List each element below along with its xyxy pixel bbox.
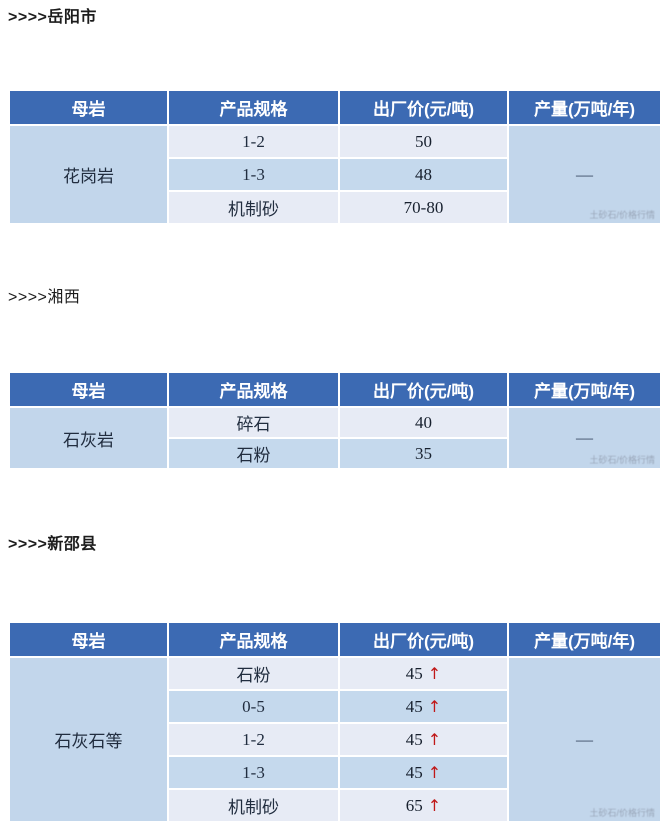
watermark: 土砂石/价格行情 — [589, 455, 655, 465]
section-heading-xiangxi: >>>>湘西 — [8, 289, 81, 306]
spec-cell: 1-3 — [167, 755, 340, 790]
spec-cell: 1-2 — [167, 124, 340, 159]
price-cell: 40 — [338, 406, 509, 439]
price-cell: 45 ↑ — [338, 755, 509, 790]
table-row: 机制砂 65 ↑ — [9, 788, 661, 823]
up-arrow-icon: ↑ — [427, 663, 442, 683]
table-row: 1-2 45 ↑ — [9, 722, 661, 757]
table-header-row: 母岩 产品规格 出厂价(元/吨) 产量(万吨/年) — [8, 621, 662, 658]
spec-cell: 石粉 — [167, 437, 340, 470]
price-cell: 45 ↑ — [338, 689, 509, 724]
section-heading-yueyang: >>>>岳阳市 — [8, 9, 97, 26]
price-cell: 48 — [338, 157, 509, 192]
col-header-spec: 产品规格 — [167, 371, 340, 408]
up-arrow-icon: ↑ — [427, 795, 442, 815]
price-cell: 45 ↑ — [338, 656, 509, 691]
spec-cell: 1-3 — [167, 157, 340, 192]
price-table-xiangxi: 母岩 产品规格 出厂价(元/吨) 产量(万吨/年) 石灰岩 碎石 40 — 土砂石… — [8, 371, 662, 470]
section-xinshao: >>>>新邵县 母岩 产品规格 出厂价(元/吨) 产量(万吨/年) 石灰石等 石… — [0, 535, 668, 823]
table-header-row: 母岩 产品规格 出厂价(元/吨) 产量(万吨/年) — [8, 89, 662, 126]
up-arrow-icon: ↑ — [427, 696, 442, 716]
price-value: 65 — [405, 795, 423, 815]
col-header-spec: 产品规格 — [167, 621, 340, 658]
col-header-price: 出厂价(元/吨) — [338, 371, 509, 408]
price-table-yueyang: 母岩 产品规格 出厂价(元/吨) 产量(万吨/年) 花岗岩 1-2 50 — 土砂… — [8, 89, 662, 225]
price-value: 35 — [415, 443, 432, 463]
output-cell: — 土砂石/价格行情 — [507, 406, 662, 470]
output-cell: — 土砂石/价格行情 — [507, 656, 662, 823]
table-row: 1-3 48 — [9, 157, 661, 192]
section-xiangxi: >>>>湘西 母岩 产品规格 出厂价(元/吨) 产量(万吨/年) 石灰岩 碎石 … — [0, 288, 668, 470]
spec-cell: 机制砂 — [167, 788, 340, 823]
section-yueyang: >>>>岳阳市 母岩 产品规格 出厂价(元/吨) 产量(万吨/年) 花岗岩 1-… — [0, 0, 668, 225]
price-cell: 65 ↑ — [338, 788, 509, 823]
spec-cell: 石粉 — [167, 656, 340, 691]
price-value: 40 — [415, 412, 432, 432]
spec-cell: 0-5 — [167, 689, 340, 724]
output-dash: — — [576, 164, 593, 184]
table-row: 0-5 45 ↑ — [9, 689, 661, 724]
output-dash: — — [576, 729, 593, 749]
table-header-row: 母岩 产品规格 出厂价(元/吨) 产量(万吨/年) — [8, 371, 662, 408]
price-cell: 50 — [338, 124, 509, 159]
spec-cell: 机制砂 — [167, 190, 340, 225]
output-dash: — — [576, 428, 593, 447]
price-value: 45 — [405, 696, 423, 716]
price-value: 45 — [405, 663, 423, 683]
col-header-price: 出厂价(元/吨) — [338, 89, 509, 126]
col-header-rock: 母岩 — [8, 371, 169, 408]
col-header-output: 产量(万吨/年) — [507, 89, 662, 126]
watermark: 土砂石/价格行情 — [589, 210, 655, 220]
rock-cell: 石灰岩 — [8, 406, 169, 470]
price-value: 50 — [415, 131, 432, 151]
col-header-rock: 母岩 — [8, 621, 169, 658]
rock-cell: 石灰石等 — [8, 656, 169, 823]
table-row: 石灰岩 碎石 40 — 土砂石/价格行情 — [8, 406, 662, 470]
price-cell: 70-80 — [338, 190, 509, 225]
col-header-output: 产量(万吨/年) — [507, 371, 662, 408]
watermark: 土砂石/价格行情 — [589, 808, 655, 818]
price-value: 45 — [405, 729, 423, 749]
price-value: 45 — [405, 762, 423, 782]
price-value: 48 — [415, 164, 432, 184]
table-row: 花岗岩 1-2 50 — 土砂石/价格行情 — [8, 124, 662, 225]
col-header-spec: 产品规格 — [167, 89, 340, 126]
output-cell: — 土砂石/价格行情 — [507, 124, 662, 225]
spec-cell: 碎石 — [167, 406, 340, 439]
price-table-xinshao: 母岩 产品规格 出厂价(元/吨) 产量(万吨/年) 石灰石等 石粉 45 ↑ — 土… — [8, 621, 662, 823]
up-arrow-icon: ↑ — [427, 762, 442, 782]
col-header-price: 出厂价(元/吨) — [338, 621, 509, 658]
table-row: 机制砂 70-80 — [9, 190, 661, 225]
price-cell: 45 ↑ — [338, 722, 509, 757]
price-value: 70-80 — [403, 197, 444, 217]
table-row: 石粉 35 — [9, 437, 661, 470]
section-heading-xinshao: >>>>新邵县 — [8, 536, 97, 553]
table-row: 1-3 45 ↑ — [9, 755, 661, 790]
up-arrow-icon: ↑ — [427, 729, 442, 749]
spec-cell: 1-2 — [167, 722, 340, 757]
col-header-output: 产量(万吨/年) — [507, 621, 662, 658]
price-cell: 35 — [338, 437, 509, 470]
rock-cell: 花岗岩 — [8, 124, 169, 225]
col-header-rock: 母岩 — [8, 89, 169, 126]
table-row: 石灰石等 石粉 45 ↑ — 土砂石/价格行情 — [8, 656, 662, 823]
